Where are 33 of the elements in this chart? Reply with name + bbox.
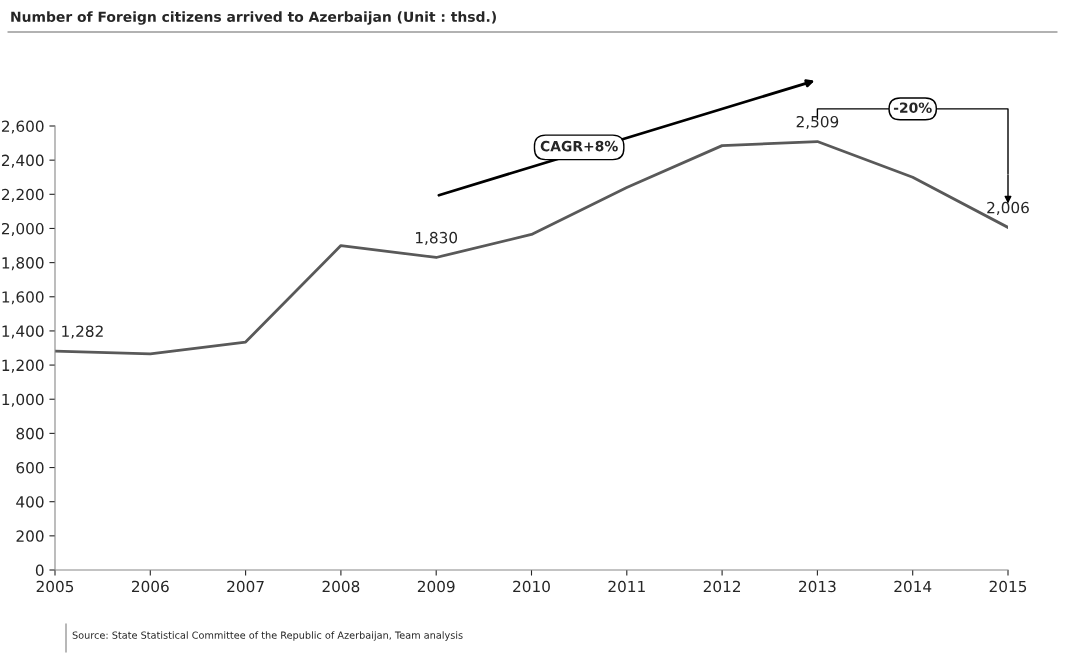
x-tick-label: 2009 xyxy=(417,580,455,593)
y-tick-label: 2,600 xyxy=(1,120,44,134)
y-tick-label: 600 xyxy=(16,462,44,474)
y-tick-label: 2,200 xyxy=(1,188,44,202)
x-tick-label: 2007 xyxy=(227,580,264,593)
y-tick-label: 2,400 xyxy=(1,154,44,168)
x-tick-label: 2012 xyxy=(703,580,741,593)
x-tick-label: 2011 xyxy=(608,580,645,593)
x-tick-label: 2013 xyxy=(799,580,836,593)
data-label: 2,509 xyxy=(796,115,839,130)
x-tick-label: 2015 xyxy=(989,580,1027,593)
y-tick-label: 0 xyxy=(35,564,44,577)
y-tick-label: 1,800 xyxy=(2,257,44,271)
data-label: 1,830 xyxy=(416,231,458,245)
x-tick-label: 2008 xyxy=(322,580,360,593)
x-tick-label: 2006 xyxy=(131,580,169,593)
text: -20% xyxy=(893,102,932,113)
y-tick-label: 800 xyxy=(16,427,44,440)
annotation: CAGR+8% xyxy=(540,140,618,152)
x-tick-label: 2005 xyxy=(36,580,74,593)
y-tick-label: 2,000 xyxy=(1,222,44,237)
y-tick-label: 200 xyxy=(16,530,44,542)
data-label: 2,006 xyxy=(987,201,1029,215)
y-tick-label: 1,000 xyxy=(2,393,44,407)
x-tick-label: 2014 xyxy=(894,580,932,593)
y-tick-label: 1,400 xyxy=(2,325,44,339)
y-tick-label: 1,200 xyxy=(2,359,44,373)
chart-title: Number of Foreign citizens arrived to Azerbaijan (Unit : thsd.) xyxy=(11,11,496,25)
data-label: 1,282 xyxy=(62,325,103,339)
y-tick-label: 1,600 xyxy=(2,291,44,305)
x-tick-label: 2010 xyxy=(513,580,550,593)
y-tick-label: 400 xyxy=(16,496,44,508)
source-note: Source: State Statistical Committee of the Republic of Azerbaijan, Team analysis xyxy=(72,631,463,641)
